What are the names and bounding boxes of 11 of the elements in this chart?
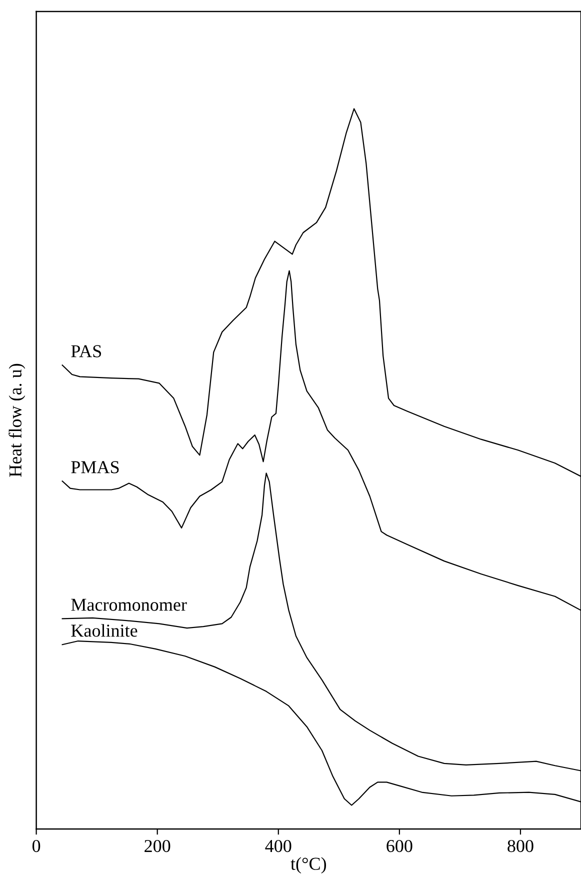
x-tick-label: 800 xyxy=(508,840,534,852)
x-tick-label: 200 xyxy=(144,840,170,852)
series-label: PMAS xyxy=(71,461,119,474)
x-axis-title: t(°C) xyxy=(290,857,326,874)
x-tick-label: 0 xyxy=(32,840,40,852)
series-label: Kaolinite xyxy=(71,624,138,637)
series-label: Macromonomer xyxy=(71,598,187,611)
x-tick-label: 600 xyxy=(386,840,412,852)
y-axis-title: Heat flow (a. u) xyxy=(8,364,26,477)
series-label: PAS xyxy=(71,345,102,358)
x-tick-label: 400 xyxy=(265,840,292,852)
